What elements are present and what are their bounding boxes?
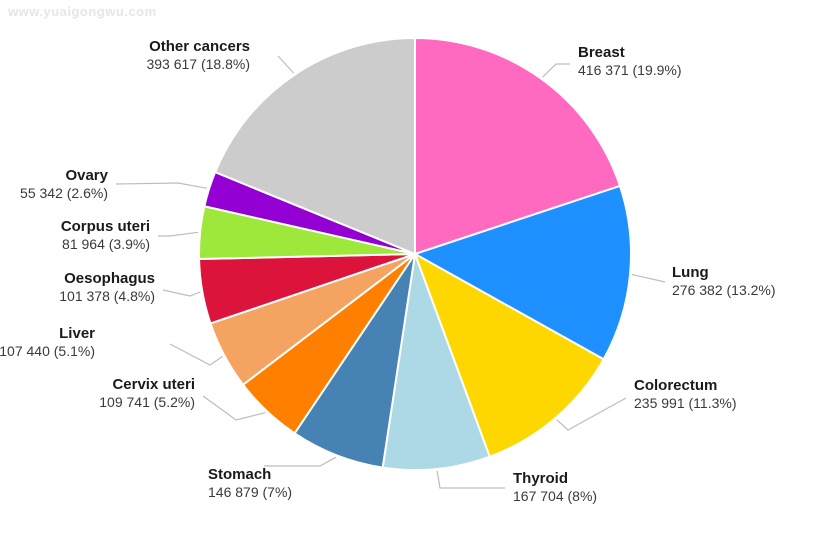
label-name-corpus-uteri: Corpus uteri [61, 218, 150, 235]
leader-breast [542, 63, 570, 78]
slice-breast [414, 37, 621, 255]
label-name-colorectum: Colorectum [634, 377, 717, 394]
label-value-corpus-uteri: 81 964 (3.9%) [62, 236, 150, 252]
slice-thyroid [381, 253, 491, 471]
leader-ovary [115, 182, 208, 189]
label-value-lung: 276 382 (13.2%) [672, 282, 776, 298]
label-name-cervix-uteri: Cervix uteri [112, 376, 195, 393]
pie-slices [198, 37, 632, 471]
leader-liver [169, 343, 223, 366]
slice-other-cancers [214, 37, 416, 255]
leader-oesophagus [162, 289, 201, 297]
label-value-cervix-uteri: 109 741 (5.2%) [99, 394, 195, 410]
label-value-stomach: 146 879 (7%) [208, 484, 292, 500]
label-value-oesophagus: 101 378 (4.8%) [59, 288, 155, 304]
label-value-thyroid: 167 704 (8%) [513, 488, 597, 504]
leader-colorectum [556, 397, 627, 431]
label-value-colorectum: 235 991 (11.3%) [634, 395, 736, 411]
label-name-ovary: Ovary [65, 167, 108, 184]
label-value-liver: 107 440 (5.1%) [0, 343, 95, 359]
label-value-ovary: 55 342 (2.6%) [20, 185, 108, 201]
slice-lung [414, 184, 632, 361]
label-name-other-cancers: Other cancers [149, 38, 250, 55]
label-value-other-cancers: 393 617 (18.8%) [146, 56, 250, 72]
label-name-stomach: Stomach [208, 466, 271, 483]
label-name-oesophagus: Oesophagus [64, 270, 155, 287]
leader-thyroid [436, 470, 505, 489]
watermark: www.yuaigongwu.com [8, 4, 157, 19]
label-name-thyroid: Thyroid [513, 470, 568, 487]
label-name-liver: Liver [59, 325, 95, 342]
label-value-breast: 416 371 (19.9%) [578, 62, 682, 78]
leader-other-cancers [277, 55, 295, 74]
leader-lines [115, 55, 666, 489]
slice-colorectum [414, 253, 605, 458]
leader-corpus-uteri [158, 231, 199, 237]
leader-cervix-uteri [202, 395, 266, 421]
label-name-breast: Breast [578, 44, 625, 61]
leader-stomach [264, 456, 337, 467]
label-name-lung: Lung [672, 264, 709, 281]
leader-lung [631, 273, 666, 283]
